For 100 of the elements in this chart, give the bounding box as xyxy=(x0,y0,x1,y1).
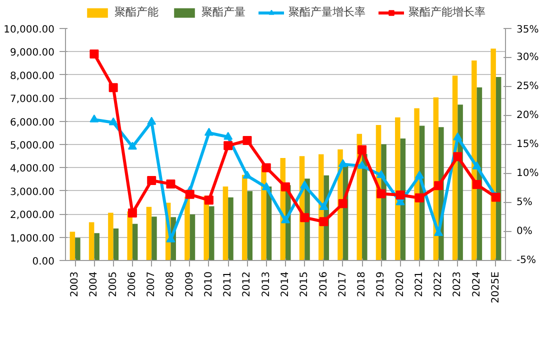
point xyxy=(224,141,233,150)
y2-tick-label: 20% xyxy=(516,110,539,121)
bar xyxy=(472,60,477,260)
x-tick-label: 2013 xyxy=(260,271,272,297)
point xyxy=(300,180,310,188)
bar xyxy=(242,174,248,260)
x-tick-label: 2025E xyxy=(490,271,502,304)
point xyxy=(262,163,271,172)
point xyxy=(281,215,290,224)
bar xyxy=(88,222,94,260)
x-tick-label: 2018 xyxy=(356,271,368,297)
y-tick-label: 10,000.00 xyxy=(4,24,55,36)
point xyxy=(414,193,424,202)
legend-label: 聚酯产能增长率 xyxy=(408,4,486,20)
point xyxy=(147,116,156,125)
point xyxy=(472,161,482,170)
x-tick-label: 2014 xyxy=(280,271,291,297)
point xyxy=(108,83,118,92)
point xyxy=(396,190,405,200)
x-tick-label: 2012 xyxy=(242,271,253,297)
x-tick-label: 2016 xyxy=(318,271,330,297)
y-tick-label: 0.00 xyxy=(32,256,54,268)
bar xyxy=(113,228,119,260)
bar xyxy=(94,233,100,260)
y2-tick-label: 10% xyxy=(516,168,539,179)
point xyxy=(300,213,310,222)
point xyxy=(338,199,348,208)
bar xyxy=(496,76,502,260)
x-tick-label: 2015 xyxy=(299,271,310,297)
point xyxy=(166,179,176,188)
bar xyxy=(228,197,234,260)
point xyxy=(224,132,233,140)
point xyxy=(204,196,214,205)
x-tick-label: 2023 xyxy=(452,271,464,297)
bar xyxy=(146,206,152,260)
x-tick-label: 2024 xyxy=(471,271,482,297)
bar xyxy=(208,206,214,260)
x-tick-label: 2022 xyxy=(433,271,444,297)
point xyxy=(108,117,118,126)
x-tick-label: 2008 xyxy=(165,271,176,297)
bar xyxy=(75,238,80,260)
x-tick-label: 2017 xyxy=(337,271,348,297)
point xyxy=(338,159,348,168)
point xyxy=(376,170,386,178)
point xyxy=(453,152,462,162)
legend-label: 聚酯产量 xyxy=(202,4,246,20)
bar xyxy=(247,191,252,260)
y2-tick-label: 35% xyxy=(516,24,539,36)
x-tick-label: 2021 xyxy=(414,271,425,297)
point xyxy=(242,170,252,179)
point xyxy=(281,182,290,192)
bar xyxy=(222,186,228,260)
point xyxy=(319,217,328,226)
y2-tick-label: 25% xyxy=(516,81,539,92)
bar xyxy=(152,216,157,260)
point xyxy=(128,142,137,150)
bar xyxy=(184,196,190,260)
legend-label: 聚酯产量增长率 xyxy=(288,4,366,20)
bar xyxy=(190,214,196,260)
x-tick-label: 2009 xyxy=(184,271,196,297)
y-tick-label: 9,000.00 xyxy=(10,48,54,59)
bar xyxy=(362,154,368,260)
bar xyxy=(490,48,496,260)
point xyxy=(434,181,444,190)
y2-tick-label: -5% xyxy=(516,255,536,266)
legend-label: 聚酯产能 xyxy=(114,4,158,20)
point xyxy=(242,136,252,145)
x-tick-label: 2019 xyxy=(376,271,387,297)
y-tick-label: 5,000.00 xyxy=(10,140,54,152)
x-tick-label: 2010 xyxy=(203,271,214,297)
x-tick-label: 2005 xyxy=(108,271,119,297)
x-tick-label: 2006 xyxy=(126,271,138,297)
x-tick-label: 2020 xyxy=(394,271,406,297)
x-tick-label: 2007 xyxy=(146,271,158,297)
point xyxy=(319,202,328,210)
y-tick-label: 1,000.00 xyxy=(10,233,54,244)
bar xyxy=(70,232,76,260)
point xyxy=(472,180,482,190)
bar xyxy=(108,212,114,260)
y-tick-label: 4,000.00 xyxy=(10,164,54,175)
point xyxy=(90,50,99,59)
y2-tick-label: 5% xyxy=(516,197,532,208)
point xyxy=(262,182,271,190)
point xyxy=(147,176,156,185)
point xyxy=(204,128,214,136)
point xyxy=(453,132,462,140)
point xyxy=(358,145,367,154)
y2-tick-label: 0% xyxy=(516,226,532,237)
x-tick-label: 2011 xyxy=(222,271,234,297)
point xyxy=(185,190,194,199)
point xyxy=(376,189,386,198)
point xyxy=(90,114,99,122)
x-tick-label: 2003 xyxy=(70,271,81,297)
y-tick-label: 7,000.00 xyxy=(10,94,54,106)
x-tick-label: 2004 xyxy=(88,271,100,297)
y-tick-label: 3,000.00 xyxy=(10,186,54,198)
point xyxy=(414,170,424,179)
y2-tick-label: 15% xyxy=(516,139,539,150)
y-tick-label: 2,000.00 xyxy=(10,210,54,222)
point xyxy=(491,192,500,202)
